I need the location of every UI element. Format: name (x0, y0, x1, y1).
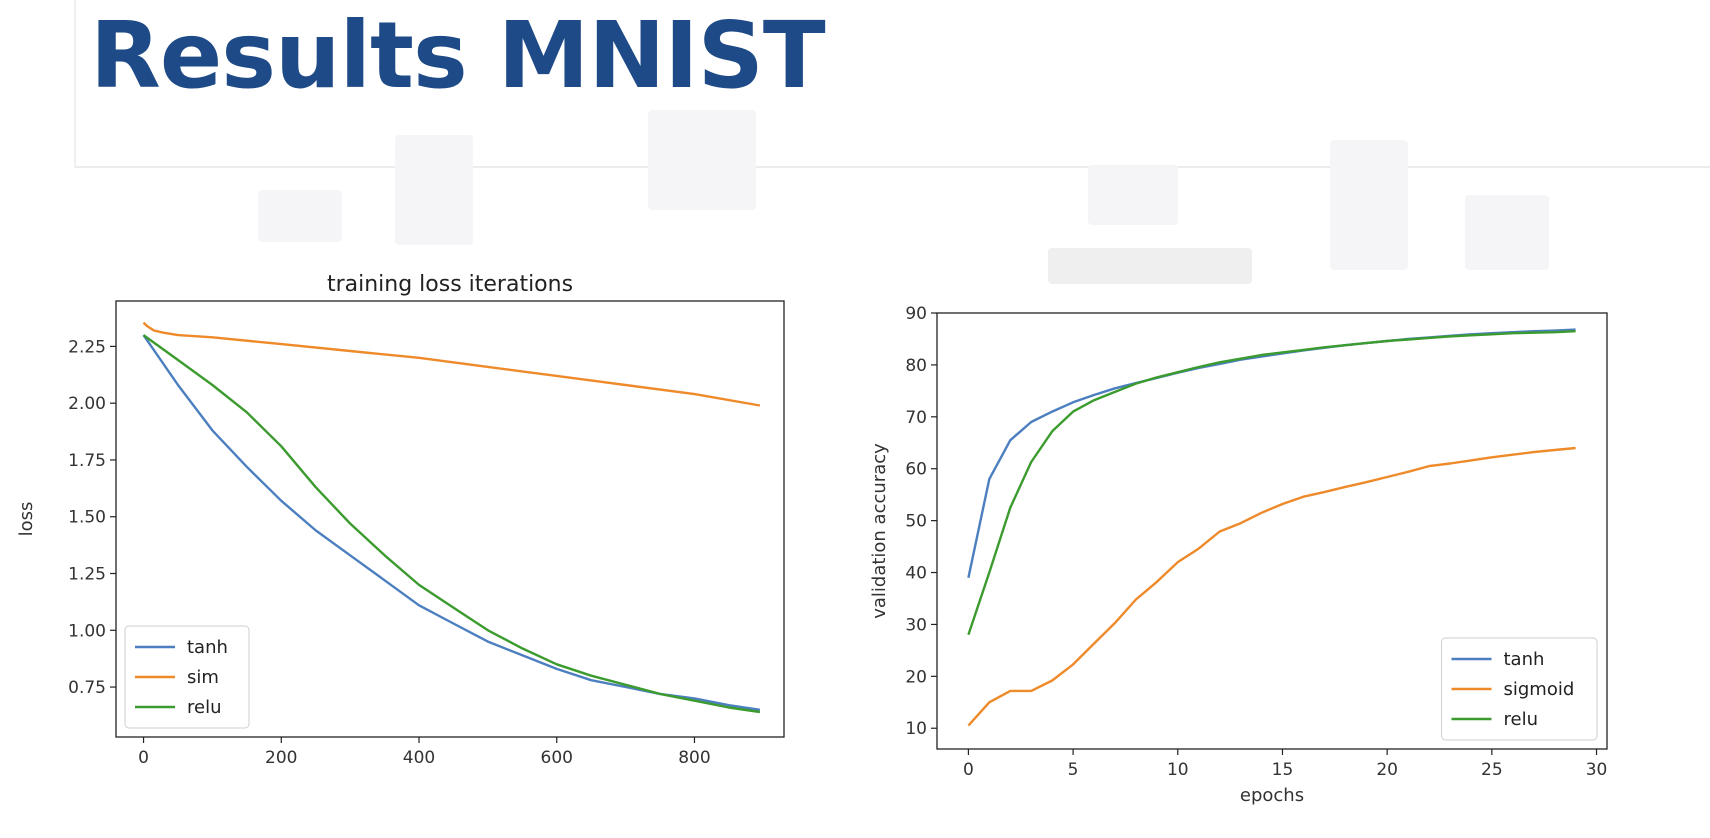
y-tick-label: 20 (905, 667, 927, 687)
series-line-relu (967, 330, 1576, 636)
legend-box (1441, 637, 1598, 741)
x-tick-label: 200 (265, 748, 297, 768)
y-tick-label: 1.75 (68, 451, 106, 471)
accuracy-chart: 0 5 10 15 20 25 30 10 20 30 40 50 60 70 80 90 epochs vali… (869, 304, 1608, 806)
legend-label-sim: sim (187, 667, 219, 688)
y-tick-label: 90 (905, 304, 927, 324)
y-tick-label: 40 (905, 564, 927, 584)
background-artifact (1465, 195, 1549, 270)
y-axis-label: validation accuracy (869, 443, 890, 619)
x-tick-label: 600 (541, 748, 573, 768)
plot-frame (936, 312, 1608, 750)
y-tick-label: 2.00 (68, 394, 106, 414)
plot-frame (115, 300, 785, 738)
background-artifact (1088, 165, 1178, 225)
background-artifact (648, 110, 756, 210)
x-tick-label: 25 (1481, 760, 1503, 780)
series-line-relu (142, 334, 761, 714)
legend-label-sigmoid: sigmoid (1504, 679, 1575, 700)
y-tick-label: 80 (905, 356, 927, 376)
y-tick-label: 10 (905, 719, 927, 739)
slide-title-box (74, 0, 1710, 168)
series-line-sigmoid (967, 446, 1576, 727)
y-axis-label: loss (16, 502, 37, 537)
x-tick-label: 400 (403, 748, 435, 768)
x-tick-label: 0 (963, 760, 974, 780)
background-artifact (395, 135, 473, 245)
background-artifact (1048, 248, 1252, 284)
x-tick-label: 800 (678, 748, 710, 768)
y-tick-label: 70 (905, 408, 927, 428)
x-axis-label: epochs (1240, 785, 1304, 806)
background-artifact (258, 190, 342, 242)
y-tick-label: 2.25 (68, 337, 106, 357)
legend: tanh sigmoid relu (1441, 637, 1598, 741)
x-tick-label: 20 (1376, 760, 1398, 780)
legend-box (124, 625, 250, 729)
x-tick-label: 10 (1167, 760, 1189, 780)
slide-title: Results MNIST (90, 2, 826, 109)
legend-label-tanh: tanh (1504, 649, 1545, 670)
series-line-sim (142, 321, 761, 407)
legend: tanh sim relu (124, 625, 250, 729)
y-tick-label: 60 (905, 460, 927, 480)
loss-chart: 0 200 400 600 800 0.75 1.00 1.25 1.50 1.75 2.00 2.2… (16, 272, 785, 768)
y-tick-label: 30 (905, 615, 927, 635)
x-tick-label: 0 (138, 748, 149, 768)
legend-label-relu: relu (1504, 709, 1539, 730)
series-line-tanh (967, 328, 1576, 578)
y-tick-label: 1.00 (68, 621, 106, 641)
legend-label-tanh: tanh (187, 637, 228, 658)
y-tick-label: 1.25 (68, 565, 106, 585)
legend-label-relu: relu (187, 697, 222, 718)
x-tick-label: 5 (1068, 760, 1079, 780)
y-tick-label: 50 (905, 512, 927, 532)
y-tick-label: 0.75 (68, 678, 106, 698)
chart-title: training loss iterations (327, 272, 573, 297)
x-tick-label: 15 (1272, 760, 1294, 780)
background-artifact (1330, 140, 1408, 270)
y-tick-label: 1.50 (68, 508, 106, 528)
x-tick-label: 30 (1586, 760, 1608, 780)
